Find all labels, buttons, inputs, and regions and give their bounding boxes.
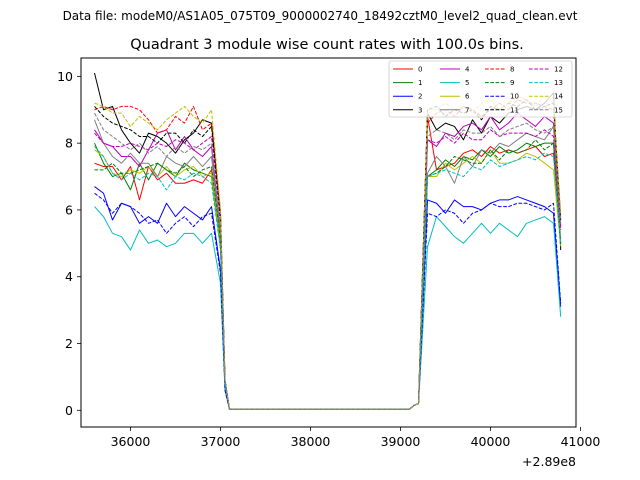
figure-suptitle: Data file: modeM0/AS1A05_075T09_90000027… [63,9,578,23]
legend-label-13: 13 [554,79,563,87]
y-axis: 0 2 4 6 8 10 [57,69,81,418]
axes-frame [80,57,577,428]
legend-label-6: 6 [465,93,470,101]
x-tick-label: 37000 [201,434,241,449]
x-tick-label: 39000 [381,434,421,449]
x-tick-label: 41000 [561,434,601,449]
y-tick-label: 10 [57,69,73,84]
legend-label-11: 11 [510,106,519,114]
series-line-10 [94,192,562,410]
x-tick-label: 36000 [111,434,151,449]
legend-label-5: 5 [465,79,469,87]
legend-frame [388,60,573,118]
legend-label-14: 14 [554,93,563,101]
x-axis: 36000 37000 38000 39000 40000 41000 [111,427,601,449]
legend-label-12: 12 [554,66,563,74]
chart-title: Quadrant 3 module wise count rates with … [130,37,524,53]
legend-label-3: 3 [418,106,422,114]
legend-label-10: 10 [510,93,519,101]
plot-area [80,57,577,428]
series-lines [94,72,562,410]
y-tick-label: 0 [65,403,73,418]
legend-label-4: 4 [465,66,470,74]
legend-label-1: 1 [418,79,422,87]
x-tick-label: 38000 [291,434,331,449]
y-tick-label: 6 [65,202,73,217]
y-tick-label: 2 [65,336,73,351]
legend-label-2: 2 [418,93,422,101]
y-tick-label: 4 [65,269,73,284]
legend-label-15: 15 [554,106,563,114]
legend-label-9: 9 [510,79,514,87]
x-offset-label: +2.89e8 [522,454,576,469]
x-tick-label: 40000 [471,434,511,449]
legend-label-0: 0 [418,66,422,74]
legend-label-7: 7 [465,106,469,114]
legend-label-8: 8 [510,66,514,74]
series-line-15 [94,112,562,410]
y-tick-label: 8 [65,136,73,151]
